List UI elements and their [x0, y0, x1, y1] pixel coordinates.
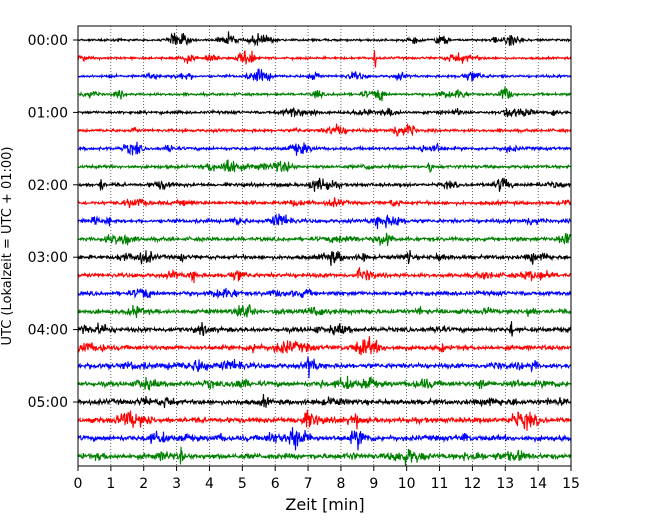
- trace-0500: [77, 393, 572, 409]
- trace-0245: [77, 232, 572, 246]
- trace-0530: [77, 427, 572, 451]
- y-tick-label: 02:00: [28, 178, 68, 194]
- trace-0230: [77, 213, 572, 230]
- x-tick-label: 2: [139, 476, 148, 492]
- trace-0345: [77, 303, 572, 319]
- trace-0400: [77, 321, 572, 337]
- x-tick-label: 13: [496, 476, 514, 492]
- x-tick-label: 9: [369, 476, 378, 492]
- y-tick-label: 01:00: [28, 105, 68, 121]
- x-tick-label: 8: [336, 476, 345, 492]
- seismic-traces: [77, 31, 572, 466]
- trace-0030: [77, 68, 572, 82]
- y-tick-label: 04:00: [28, 323, 68, 339]
- x-tick-label: 6: [271, 476, 280, 492]
- x-axis-label: Zeit [min]: [285, 495, 364, 514]
- x-tick-label: 11: [431, 476, 449, 492]
- x-tick-label: 3: [172, 476, 181, 492]
- trace-0115: [77, 123, 572, 137]
- trace-0200: [77, 177, 572, 192]
- x-tick-label: 12: [463, 476, 481, 492]
- trace-0015: [77, 50, 572, 68]
- trace-0430: [77, 356, 572, 379]
- x-tick-label: 7: [304, 476, 313, 492]
- trace-0215: [77, 197, 572, 209]
- trace-0300: [77, 249, 572, 266]
- trace-0515: [77, 409, 572, 431]
- vertical-gridlines: [110, 26, 539, 466]
- y-axis-label: UTC (Lokalzeit = UTC + 01:00): [0, 147, 15, 346]
- x-tick-label: 14: [529, 476, 547, 492]
- trace-0000: [77, 31, 572, 47]
- trace-0545: [77, 446, 572, 466]
- plot-frame: [77, 25, 572, 467]
- trace-0445: [77, 375, 572, 391]
- x-tick-label: 5: [238, 476, 247, 492]
- trace-0100: [77, 106, 572, 118]
- x-tick-label: 4: [205, 476, 214, 492]
- x-tick-label: 1: [106, 476, 115, 492]
- x-tick-label: 15: [562, 476, 580, 492]
- x-tick-label: 10: [398, 476, 416, 492]
- y-tick-label: 05:00: [28, 395, 68, 411]
- x-axis-ticks: 0 1 2 3 4 5 6 7 8 9 10 11 12 13 14 15: [74, 466, 580, 492]
- y-tick-label: 00:00: [28, 33, 68, 49]
- trace-0145: [77, 159, 572, 173]
- y-tick-label: 03:00: [28, 250, 68, 266]
- trace-0045: [77, 86, 572, 102]
- trace-0130: [77, 141, 572, 156]
- trace-0315: [77, 267, 572, 284]
- x-tick-label: 0: [74, 476, 83, 492]
- trace-0415: [77, 336, 572, 356]
- y-axis-ticks: 00:00 01:00 02:00 03:00 04:00 05:00: [28, 33, 78, 411]
- trace-0330: [77, 287, 572, 300]
